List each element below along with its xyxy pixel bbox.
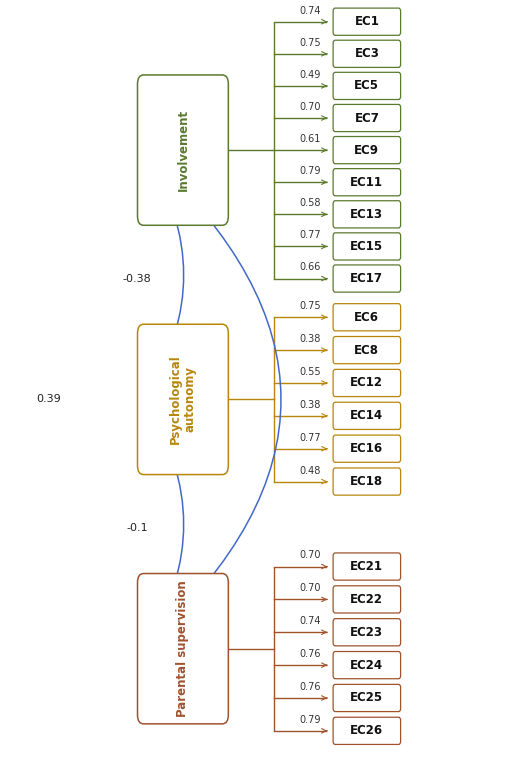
Text: EC26: EC26 (350, 724, 383, 737)
FancyBboxPatch shape (333, 72, 401, 100)
FancyBboxPatch shape (333, 169, 401, 196)
Text: 0.48: 0.48 (299, 466, 321, 476)
FancyBboxPatch shape (333, 553, 401, 580)
FancyBboxPatch shape (333, 403, 401, 429)
Text: EC18: EC18 (350, 475, 383, 488)
FancyBboxPatch shape (333, 104, 401, 132)
Text: 0.58: 0.58 (299, 199, 321, 209)
Text: EC3: EC3 (354, 47, 379, 60)
Text: EC15: EC15 (350, 240, 383, 253)
FancyBboxPatch shape (333, 8, 401, 35)
Text: EC17: EC17 (350, 272, 383, 285)
Text: EC23: EC23 (350, 626, 383, 638)
FancyBboxPatch shape (333, 40, 401, 68)
FancyBboxPatch shape (333, 233, 401, 260)
FancyBboxPatch shape (333, 304, 401, 331)
Text: 0.77: 0.77 (299, 433, 321, 443)
Text: 0.66: 0.66 (299, 263, 321, 272)
Text: -0.38: -0.38 (123, 273, 152, 284)
Text: 0.75: 0.75 (299, 38, 321, 48)
FancyBboxPatch shape (333, 265, 401, 292)
Text: 0.70: 0.70 (299, 102, 321, 112)
Text: 0.76: 0.76 (299, 649, 321, 659)
Text: 0.74: 0.74 (299, 616, 321, 626)
Text: EC13: EC13 (350, 208, 383, 221)
Text: 0.74: 0.74 (299, 5, 321, 16)
Text: EC12: EC12 (350, 377, 383, 390)
FancyArrowPatch shape (146, 152, 281, 645)
Text: Parental supervision: Parental supervision (176, 581, 189, 717)
Text: -0.1: -0.1 (126, 523, 148, 533)
FancyBboxPatch shape (333, 369, 401, 396)
FancyBboxPatch shape (333, 136, 401, 164)
Text: 0.77: 0.77 (299, 231, 321, 240)
Text: 0.79: 0.79 (299, 166, 321, 177)
FancyArrowPatch shape (145, 402, 184, 645)
FancyBboxPatch shape (137, 75, 228, 225)
FancyBboxPatch shape (333, 336, 401, 364)
Text: EC8: EC8 (354, 344, 380, 357)
Text: EC25: EC25 (350, 692, 383, 705)
FancyBboxPatch shape (333, 684, 401, 712)
Text: EC9: EC9 (354, 144, 380, 157)
Text: 0.70: 0.70 (299, 550, 321, 561)
Text: EC6: EC6 (354, 310, 380, 323)
Text: 0.38: 0.38 (299, 334, 321, 344)
Text: EC22: EC22 (350, 593, 383, 606)
Text: 0.38: 0.38 (299, 400, 321, 409)
Text: EC14: EC14 (350, 409, 383, 422)
Text: EC1: EC1 (354, 15, 379, 28)
Text: EC24: EC24 (350, 658, 383, 672)
FancyBboxPatch shape (333, 435, 401, 462)
Text: 0.70: 0.70 (299, 584, 321, 594)
Text: 0.39: 0.39 (36, 394, 61, 404)
Text: 0.55: 0.55 (299, 367, 321, 377)
FancyBboxPatch shape (333, 586, 401, 613)
FancyBboxPatch shape (333, 619, 401, 646)
Text: EC5: EC5 (354, 79, 380, 92)
FancyBboxPatch shape (333, 201, 401, 228)
FancyBboxPatch shape (333, 651, 401, 679)
Text: 0.79: 0.79 (299, 715, 321, 724)
Text: EC16: EC16 (350, 442, 383, 455)
FancyBboxPatch shape (137, 574, 228, 724)
Text: 0.61: 0.61 (299, 134, 321, 144)
FancyBboxPatch shape (137, 324, 228, 475)
FancyBboxPatch shape (333, 468, 401, 495)
FancyBboxPatch shape (333, 717, 401, 744)
Text: Involvement: Involvement (176, 109, 189, 191)
FancyArrowPatch shape (145, 152, 184, 396)
Text: 0.76: 0.76 (299, 682, 321, 692)
Text: 0.49: 0.49 (299, 70, 321, 80)
Text: EC7: EC7 (354, 112, 379, 125)
Text: 0.75: 0.75 (299, 301, 321, 311)
Text: Psychological
autonomy: Psychological autonomy (169, 355, 197, 444)
Text: EC11: EC11 (350, 176, 383, 189)
Text: EC21: EC21 (350, 560, 383, 573)
